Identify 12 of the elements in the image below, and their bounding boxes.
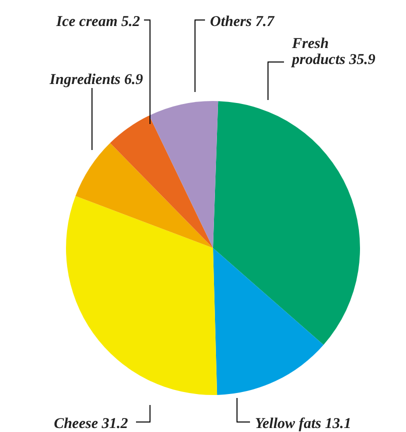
slice-label: Cheese 31.2	[54, 416, 128, 432]
pie-slice	[76, 143, 213, 248]
slice-label: Ingredients 6.9	[48, 72, 144, 88]
slice-label: Ice cream 5.2	[55, 14, 140, 30]
pie-slice	[213, 101, 360, 345]
pie-slice	[213, 248, 324, 395]
pie-slice	[110, 116, 213, 248]
pie-slice	[149, 101, 218, 248]
pie-slice	[66, 196, 218, 395]
slice-label: Others 7.7	[210, 14, 275, 30]
slice-label: Fresh products 35.9	[290, 36, 376, 68]
slice-label: Yellow fats 13.1	[255, 416, 352, 432]
